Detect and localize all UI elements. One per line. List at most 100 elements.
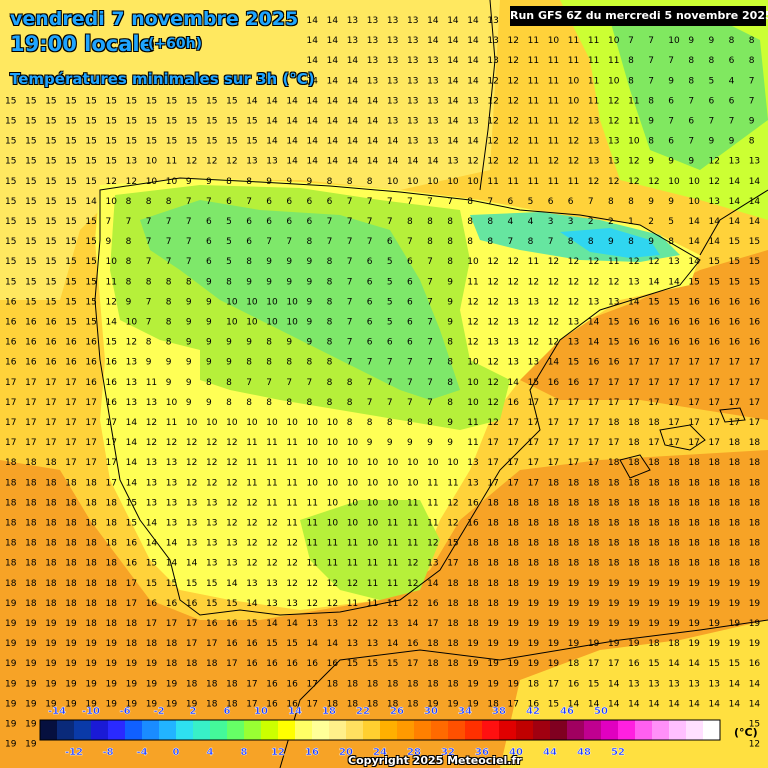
grid-value: 15 [85,297,96,307]
grid-value: 12 [246,539,257,549]
grid-value: 13 [347,36,358,46]
grid-value: 18 [709,498,721,508]
grid-value: 10 [447,458,459,468]
grid-value: 18 [387,679,399,689]
grid-value: 9 [126,297,132,307]
grid-value: 12 [709,157,720,167]
grid-value: 19 [628,599,640,609]
grid-value: 11 [427,498,438,508]
grid-value: 18 [608,559,620,569]
grid-value: 18 [568,659,580,669]
grid-value: 8 [668,237,674,247]
grid-value: 11 [568,177,579,187]
grid-value: 19 [5,699,17,709]
grid-value: 19 [45,639,57,649]
grid-value: 9 [307,177,313,187]
grid-value: 15 [25,277,36,287]
grid-value: 9 [186,358,192,368]
grid-value: 17 [106,458,117,468]
grid-value: 18 [729,519,741,529]
grid-value: 17 [246,679,257,689]
grid-value: 19 [568,619,580,629]
grid-value: 18 [25,599,37,609]
grid-value: 18 [568,478,580,488]
grid-value: 17 [25,438,36,448]
grid-value: 8 [166,197,172,207]
grid-value: 16 [45,338,57,348]
grid-value: 19 [668,599,680,609]
grid-value: 15 [206,117,217,127]
grid-value: 12 [487,378,498,388]
grid-value: 7 [146,217,152,227]
grid-value: 14 [307,157,319,167]
grid-value: 10 [106,257,118,267]
grid-value: 10 [467,177,479,187]
grid-value: 1 [628,217,634,227]
grid-value: 19 [85,659,97,669]
grid-value: 12 [487,277,498,287]
grid-value: 7 [347,318,353,328]
grid-value: 16 [5,338,17,348]
grid-value: 9 [608,237,614,247]
grid-value: 8 [246,398,252,408]
grid-value: 10 [628,137,640,147]
grid-value: 18 [628,478,640,488]
grid-value: 18 [628,559,640,569]
grid-value: 13 [407,36,418,46]
grid-value: 18 [85,599,97,609]
grid-value: 19 [568,599,580,609]
grid-value: 16 [226,639,238,649]
grid-value: 13 [709,197,720,207]
grid-value: 14 [447,16,459,26]
grid-value: 11 [427,478,438,488]
grid-value: 11 [467,438,478,448]
grid-value: 7 [347,237,353,247]
grid-value: 19 [528,659,540,669]
grid-value: 16 [648,338,660,348]
grid-value: 7 [668,117,674,127]
grid-value: 14 [146,519,158,529]
grid-value: 19 [688,619,700,629]
grid-value: 14 [286,157,298,167]
grid-value: 12 [467,157,478,167]
grid-value: 13 [226,539,237,549]
grid-value: 18 [487,579,499,589]
grid-value: 7 [508,237,514,247]
grid-value: 11 [508,177,519,187]
grid-value: 10 [226,297,238,307]
grid-value: 9 [186,378,192,388]
grid-value: 14 [126,438,138,448]
grid-value: 12 [407,579,418,589]
grid-value: 15 [166,117,177,127]
iberia-coastline [94,177,701,616]
grid-value: 7 [427,277,433,287]
grid-value: 11 [307,539,318,549]
grid-value: 14 [307,137,319,147]
grid-value: 6 [668,96,674,106]
grid-value: 17 [648,378,659,388]
grid-value: 14 [568,699,580,709]
grid-value: 16 [65,358,77,368]
grid-value: 15 [45,137,56,147]
grid-value: 16 [286,699,298,709]
grid-value: 8 [709,56,715,66]
grid-value: 19 [467,639,479,649]
grid-value: 8 [327,177,333,187]
grid-value: 12 [347,579,358,589]
grid-value: 9 [709,137,715,147]
grid-value: 6 [407,257,413,267]
copyright-text: Copyright 2025 Meteociel.fr [348,754,522,767]
grid-value: 8 [146,197,152,207]
grid-value: 18 [25,478,37,488]
grid-value: 18 [347,679,359,689]
grid-value: 19 [106,659,118,669]
grid-value: 14 [467,16,479,26]
grid-value: 16 [628,338,640,348]
grid-value: 8 [367,177,373,187]
grid-value: 15 [85,257,96,267]
grid-value: 10 [427,177,439,187]
grid-value: 7 [106,217,112,227]
grid-value: 15 [45,117,56,127]
grid-value: 12 [487,257,498,267]
grid-value: 18 [608,498,620,508]
